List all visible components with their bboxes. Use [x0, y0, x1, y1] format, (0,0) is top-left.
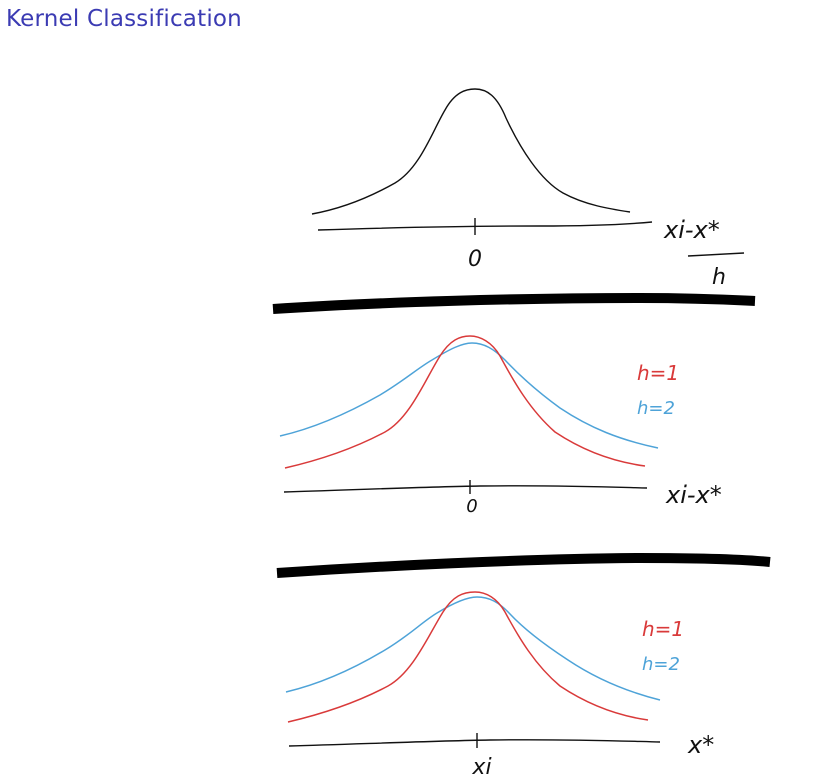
difference-axis-line	[283, 485, 648, 493]
standard-axis-label-denominator: h	[712, 265, 726, 290]
legend-h1-label: h=1	[637, 361, 679, 385]
page-title: Kernel Classification	[6, 6, 242, 32]
h2-kernel-curve	[279, 342, 659, 449]
h1-kernel-curve	[284, 335, 646, 469]
position-axis-line	[288, 739, 661, 747]
panel-kernel-difference: 0 xi-x* h=1 h=2	[279, 335, 722, 517]
standard-kernel-curve	[311, 88, 631, 215]
difference-origin-label: 0	[466, 496, 477, 517]
panel-kernel-position: xi x* h=1 h=2	[285, 591, 714, 780]
legend-h2-label-position: h=2	[642, 654, 680, 675]
h2-kernel-curve-position	[285, 596, 661, 701]
standard-origin-label: 0	[468, 247, 482, 272]
standard-axis-line	[317, 221, 653, 231]
position-center-label: xi	[471, 755, 491, 780]
legend-h2-label: h=2	[637, 398, 675, 419]
fraction-bar	[687, 252, 745, 257]
h1-kernel-curve-position	[287, 591, 649, 723]
legend-h1-label-position: h=1	[642, 617, 684, 641]
difference-axis-label: xi-x*	[665, 481, 722, 509]
divider-2	[276, 552, 771, 578]
panel-standard-kernel: 0 xi-x* h	[311, 88, 745, 290]
divider-1	[272, 292, 756, 314]
standard-axis-label-numerator: xi-x*	[663, 216, 720, 244]
position-axis-label: x*	[687, 731, 714, 759]
